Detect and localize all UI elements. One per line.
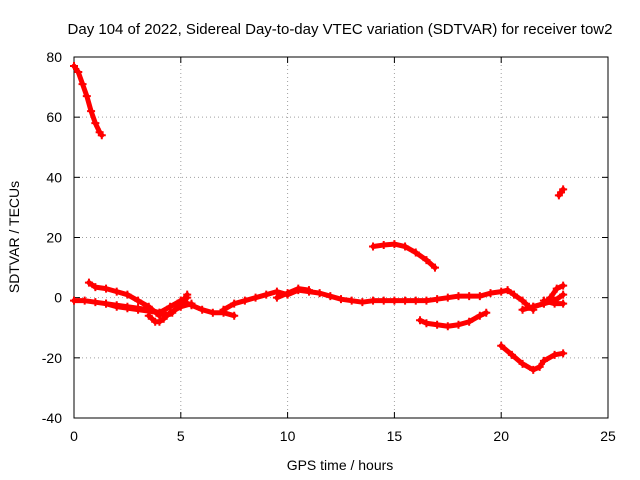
series-s15: [554, 185, 568, 200]
x-tick-label: 15: [387, 428, 403, 444]
series-s7: [219, 286, 538, 314]
data-point: [559, 349, 568, 358]
x-tick-labels: 0 5 10 15 20 25: [70, 428, 616, 444]
data-point: [559, 299, 568, 308]
axis-ticks: [73, 56, 609, 419]
series-trace: [552, 292, 566, 304]
chart-title: Day 104 of 2022, Sidereal Day-to-day VTE…: [68, 21, 613, 38]
data-point: [230, 311, 239, 320]
data-point: [559, 185, 568, 194]
y-tick-labels: -40 -20 0 20 40 60 80: [42, 49, 62, 426]
y-tick-label: 0: [54, 290, 62, 306]
data-point: [482, 308, 491, 317]
x-tick-label: 25: [600, 428, 616, 444]
y-axis-label: SDTVAR / TECUs: [6, 181, 22, 293]
data-point: [430, 263, 439, 272]
x-tick-label: 0: [70, 428, 78, 444]
data-point: [97, 131, 106, 140]
series-s11: [497, 341, 568, 374]
y-tick-label: 20: [46, 230, 62, 246]
data-point: [183, 290, 192, 299]
data-point: [304, 286, 313, 295]
y-tick-label: 80: [46, 49, 62, 65]
series-s9: [369, 240, 439, 272]
series-s10: [416, 308, 491, 331]
data-marks: [70, 62, 568, 374]
x-tick-label: 10: [280, 428, 296, 444]
x-axis-label: GPS time / hours: [287, 457, 394, 473]
y-tick-label: -40: [42, 410, 62, 426]
series-s14: [539, 296, 568, 308]
y-tick-label: -20: [42, 350, 62, 366]
series-trace: [423, 257, 438, 271]
series-s8: [272, 284, 313, 302]
x-tick-label: 5: [177, 428, 185, 444]
grid-lines: [74, 57, 608, 418]
y-tick-label: 60: [46, 109, 62, 125]
data-point: [559, 290, 568, 299]
y-tick-label: 40: [46, 169, 62, 185]
x-tick-label: 20: [493, 428, 509, 444]
series-s1: [70, 62, 106, 140]
data-point: [559, 281, 568, 290]
